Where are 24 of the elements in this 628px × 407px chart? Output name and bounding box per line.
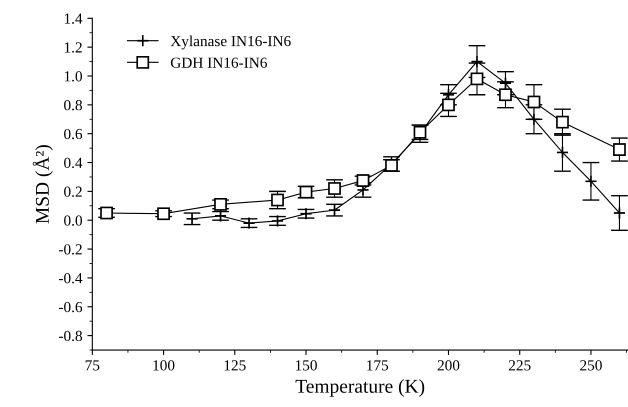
x-tick-label: 175 xyxy=(367,360,388,370)
x-tick-label: 75 xyxy=(86,360,100,370)
x-tick-label: 150 xyxy=(296,360,317,370)
y-axis-title: MSD (Å²) xyxy=(32,145,53,224)
legend-label: Xylanase IN16-IN6 xyxy=(170,35,291,50)
y-tick-label: 1.2 xyxy=(64,42,82,53)
x-tick-label: 250 xyxy=(580,360,602,370)
y-tick-label: 0.0 xyxy=(64,215,82,226)
y-tick-label: 0.6 xyxy=(64,128,82,140)
y-tick-label: 1.4 xyxy=(64,14,82,24)
legend-label: GDH IN16-IN6 xyxy=(170,58,267,68)
y-tick-label: 0.4 xyxy=(64,158,82,168)
y-tick-label: 0.2 xyxy=(64,186,82,197)
y-tick-label: -0.8 xyxy=(58,330,82,342)
x-tick-label: 125 xyxy=(224,360,246,370)
x-tick-label: 100 xyxy=(153,360,174,370)
x-tick-label: 200 xyxy=(438,360,460,370)
y-tick-label: 1.0 xyxy=(64,71,82,82)
x-tick-label: 225 xyxy=(508,360,531,370)
y-tick-label: 0.8 xyxy=(64,100,82,110)
y-tick-label: -0.6 xyxy=(58,302,82,312)
y-tick-label: -0.4 xyxy=(58,273,82,284)
x-axis-title: Temperature (K) xyxy=(296,379,424,397)
y-tick-label: -0.2 xyxy=(58,244,82,255)
